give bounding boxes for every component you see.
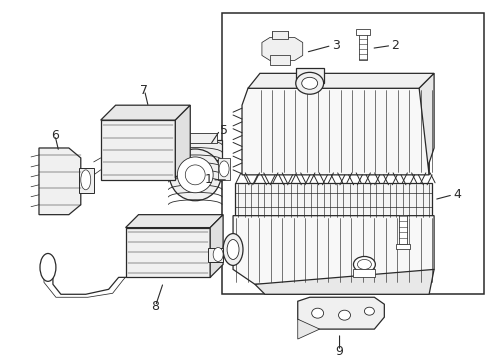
Polygon shape	[101, 120, 175, 180]
Polygon shape	[39, 148, 81, 215]
Ellipse shape	[169, 149, 221, 201]
Ellipse shape	[185, 165, 205, 185]
Bar	[398, 215, 407, 244]
Ellipse shape	[226, 239, 239, 260]
Ellipse shape	[219, 161, 228, 177]
Polygon shape	[247, 73, 433, 88]
Ellipse shape	[357, 260, 370, 269]
Bar	[356, 28, 369, 35]
Ellipse shape	[40, 253, 56, 282]
Polygon shape	[297, 319, 319, 339]
Bar	[271, 31, 287, 39]
Text: 9: 9	[335, 345, 343, 357]
Bar	[218, 158, 229, 180]
Polygon shape	[418, 73, 433, 175]
Text: 4: 4	[452, 188, 460, 201]
Bar	[79, 168, 94, 193]
Bar	[295, 68, 323, 83]
Ellipse shape	[301, 77, 317, 89]
Ellipse shape	[295, 72, 323, 94]
Text: 8: 8	[151, 300, 159, 313]
Polygon shape	[101, 105, 190, 120]
Bar	[222, 13, 483, 294]
Ellipse shape	[223, 234, 243, 265]
Ellipse shape	[364, 307, 374, 315]
Polygon shape	[262, 37, 302, 60]
Ellipse shape	[213, 248, 223, 261]
Bar	[175, 133, 217, 143]
Bar	[269, 55, 289, 66]
Text: 3: 3	[331, 39, 339, 52]
Polygon shape	[210, 215, 223, 277]
Polygon shape	[125, 215, 223, 228]
Bar	[235, 183, 431, 218]
Polygon shape	[125, 228, 210, 277]
Text: 1: 1	[204, 173, 212, 186]
Ellipse shape	[81, 170, 91, 190]
Polygon shape	[242, 88, 428, 175]
Text: 6: 6	[51, 129, 59, 141]
Polygon shape	[233, 216, 433, 284]
Bar	[359, 32, 366, 60]
Ellipse shape	[338, 310, 350, 320]
Bar	[170, 140, 222, 160]
Ellipse shape	[177, 157, 213, 193]
Bar	[353, 269, 375, 277]
Bar	[395, 243, 409, 249]
Text: 7: 7	[140, 84, 148, 97]
Polygon shape	[175, 105, 190, 178]
Text: 5: 5	[220, 123, 227, 136]
Text: 2: 2	[390, 39, 398, 52]
Polygon shape	[297, 297, 384, 329]
Bar	[208, 248, 223, 262]
Ellipse shape	[311, 308, 323, 318]
Polygon shape	[254, 269, 433, 294]
Ellipse shape	[353, 256, 375, 273]
